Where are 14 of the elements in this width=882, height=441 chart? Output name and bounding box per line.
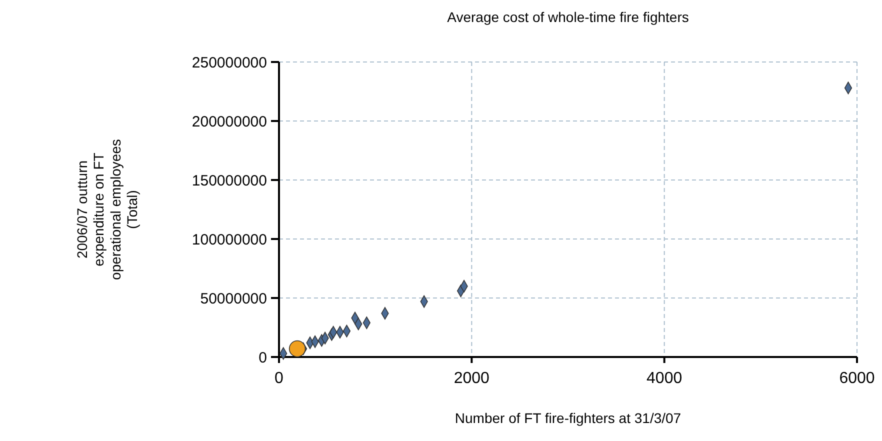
y-tick-label: 50000000: [200, 290, 267, 308]
x-axis-title: Number of FT fire-fighters at 31/3/07: [454, 410, 682, 426]
y-axis-title: 2006/07 outturn expenditure on FT operational employees (Total): [74, 139, 140, 280]
x-tick-label: 4000: [646, 370, 682, 387]
x-tick-label: 0: [274, 370, 284, 387]
chart-title: Average cost of whole-time fire fighters: [447, 9, 689, 25]
y-tick-label: 0: [258, 349, 267, 366]
point: [288, 340, 306, 358]
x-tick-label: 2000: [454, 370, 490, 387]
y-tick-label: 200000000: [192, 113, 267, 130]
y-tick-label: 150000000: [192, 172, 267, 190]
y-tick-label: 250000000: [192, 54, 267, 72]
y-tick-label: 100000000: [192, 231, 267, 248]
x-tick-label: 6000: [839, 370, 875, 387]
